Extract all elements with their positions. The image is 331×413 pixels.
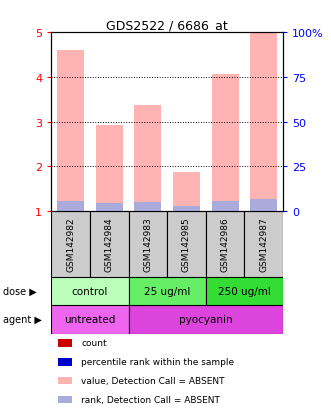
Bar	[250, 34, 277, 211]
Bar	[206, 277, 283, 306]
Title: GDS2522 / 6686_at: GDS2522 / 6686_at	[106, 19, 228, 32]
Text: GSM142986: GSM142986	[220, 217, 230, 272]
Text: value, Detection Call = ABSENT: value, Detection Call = ABSENT	[81, 376, 225, 385]
Bar	[134, 203, 161, 211]
Text: untreated: untreated	[64, 315, 116, 325]
Text: 25 ug/ml: 25 ug/ml	[144, 287, 190, 297]
Text: GSM142983: GSM142983	[143, 217, 152, 272]
Bar	[57, 202, 84, 211]
Bar	[212, 74, 239, 211]
Bar	[250, 199, 277, 211]
Bar	[173, 206, 200, 211]
Bar	[51, 211, 90, 277]
Bar	[58, 377, 72, 385]
Bar	[58, 339, 72, 347]
Text: count: count	[81, 339, 107, 348]
Bar	[51, 277, 128, 306]
Bar	[90, 211, 128, 277]
Bar	[57, 51, 84, 211]
Bar	[173, 172, 200, 211]
Bar	[51, 306, 128, 334]
Bar	[128, 306, 283, 334]
Bar	[167, 211, 206, 277]
Text: GSM142987: GSM142987	[259, 217, 268, 272]
Text: GSM142982: GSM142982	[66, 217, 75, 272]
Text: agent ▶: agent ▶	[3, 315, 42, 325]
Bar	[212, 202, 239, 211]
Bar	[244, 211, 283, 277]
Text: GSM142985: GSM142985	[182, 217, 191, 272]
Text: dose ▶: dose ▶	[3, 287, 37, 297]
Text: GSM142984: GSM142984	[105, 217, 114, 272]
Bar	[134, 105, 161, 211]
Bar	[128, 211, 167, 277]
Text: pyocyanin: pyocyanin	[179, 315, 233, 325]
Bar	[128, 277, 206, 306]
Text: 250 ug/ml: 250 ug/ml	[218, 287, 271, 297]
Text: rank, Detection Call = ABSENT: rank, Detection Call = ABSENT	[81, 395, 220, 404]
Text: control: control	[72, 287, 108, 297]
Bar	[96, 204, 123, 211]
Bar	[96, 126, 123, 211]
Bar	[58, 358, 72, 366]
Text: percentile rank within the sample: percentile rank within the sample	[81, 357, 235, 366]
Bar	[206, 211, 244, 277]
Bar	[58, 396, 72, 403]
